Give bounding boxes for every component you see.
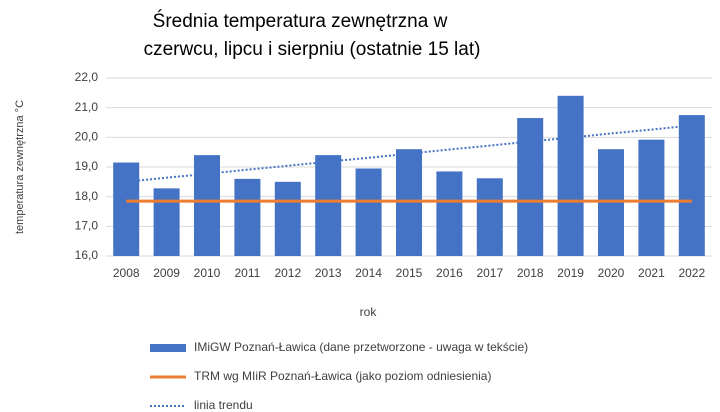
bar [234, 178, 261, 256]
bar [315, 155, 342, 256]
y-tick-label: 18,0 [75, 189, 99, 203]
bar [355, 168, 382, 256]
x-tick-label: 2017 [476, 266, 503, 280]
y-tick-label: 21,0 [75, 100, 99, 114]
x-tick-label: 2021 [638, 266, 665, 280]
x-tick-label: 2022 [678, 266, 705, 280]
line [126, 124, 692, 183]
bar [436, 171, 463, 256]
legend-swatch [150, 344, 186, 352]
y-axis-label: temperatura zewnętrzna °C [14, 100, 26, 234]
x-tick-label: 2014 [355, 266, 382, 280]
y-tick-label: 20,0 [75, 130, 99, 144]
x-tick-label: 2020 [598, 266, 625, 280]
bar [638, 139, 665, 256]
x-tick-label: 2013 [315, 266, 342, 280]
chart-title: Średnia temperatura zewnętrzna w [153, 10, 448, 32]
bar [517, 118, 544, 256]
bar [153, 188, 180, 256]
x-tick-label: 2016 [436, 266, 463, 280]
y-tick-label: 19,0 [75, 159, 99, 173]
bar [476, 178, 503, 256]
x-tick-label: 2019 [557, 266, 584, 280]
bar [274, 181, 301, 256]
x-axis-label: rok [360, 305, 378, 319]
y-tick-label: 17,0 [75, 219, 99, 233]
x-tick-label: 2010 [194, 266, 221, 280]
legend-label: IMiGW Poznań-Ławica (dane przetworzone -… [194, 340, 528, 354]
y-tick-label: 22,0 [75, 70, 99, 84]
x-tick-label: 2012 [274, 266, 301, 280]
x-tick-label: 2008 [113, 266, 140, 280]
bar [678, 115, 705, 256]
chart-title: czerwcu, lipcu i sierpniu (ostatnie 15 l… [144, 39, 481, 60]
x-tick-label: 2009 [153, 266, 180, 280]
bar [194, 155, 220, 256]
x-tick-label: 2011 [234, 266, 260, 280]
bar [113, 162, 140, 256]
bar [557, 95, 584, 256]
legend-label: TRM wg MIiR Poznań-Ławica (jako poziom o… [194, 369, 491, 383]
x-tick-label: 2015 [396, 266, 423, 280]
x-tick-label: 2018 [517, 266, 544, 280]
y-tick-label: 16,0 [75, 248, 99, 262]
legend-label: linia trendu [194, 398, 253, 412]
